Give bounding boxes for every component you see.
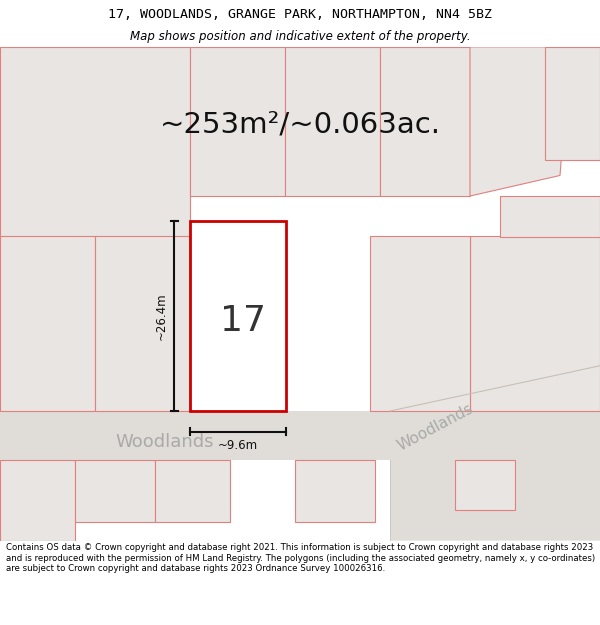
Text: Map shows position and indicative extent of the property.: Map shows position and indicative extent… bbox=[130, 30, 470, 43]
Bar bbox=[500, 196, 600, 237]
Bar bbox=[370, 236, 470, 411]
Bar bbox=[0, 461, 75, 541]
Text: 17: 17 bbox=[220, 304, 266, 338]
Bar bbox=[545, 47, 600, 160]
Bar bbox=[470, 236, 600, 411]
Polygon shape bbox=[470, 47, 570, 196]
Text: ~253m²/~0.063ac.: ~253m²/~0.063ac. bbox=[160, 110, 440, 138]
Bar bbox=[285, 47, 380, 196]
Text: ~26.4m: ~26.4m bbox=[155, 292, 168, 339]
Bar bbox=[0, 411, 430, 461]
Bar bbox=[0, 236, 95, 411]
Text: 17, WOODLANDS, GRANGE PARK, NORTHAMPTON, NN4 5BZ: 17, WOODLANDS, GRANGE PARK, NORTHAMPTON,… bbox=[108, 8, 492, 21]
Polygon shape bbox=[390, 366, 600, 541]
Text: Woodlands: Woodlands bbox=[395, 401, 475, 454]
Text: ~9.6m: ~9.6m bbox=[218, 439, 258, 452]
Bar bbox=[295, 461, 375, 522]
Bar bbox=[190, 47, 285, 196]
Text: Contains OS data © Crown copyright and database right 2021. This information is : Contains OS data © Crown copyright and d… bbox=[6, 543, 595, 573]
Bar bbox=[380, 47, 470, 196]
Bar bbox=[155, 461, 230, 522]
Bar bbox=[190, 221, 286, 411]
Bar bbox=[75, 461, 155, 522]
Bar bbox=[95, 236, 190, 411]
Bar bbox=[455, 461, 515, 510]
Text: Woodlands: Woodlands bbox=[116, 433, 214, 451]
Bar bbox=[0, 47, 190, 237]
